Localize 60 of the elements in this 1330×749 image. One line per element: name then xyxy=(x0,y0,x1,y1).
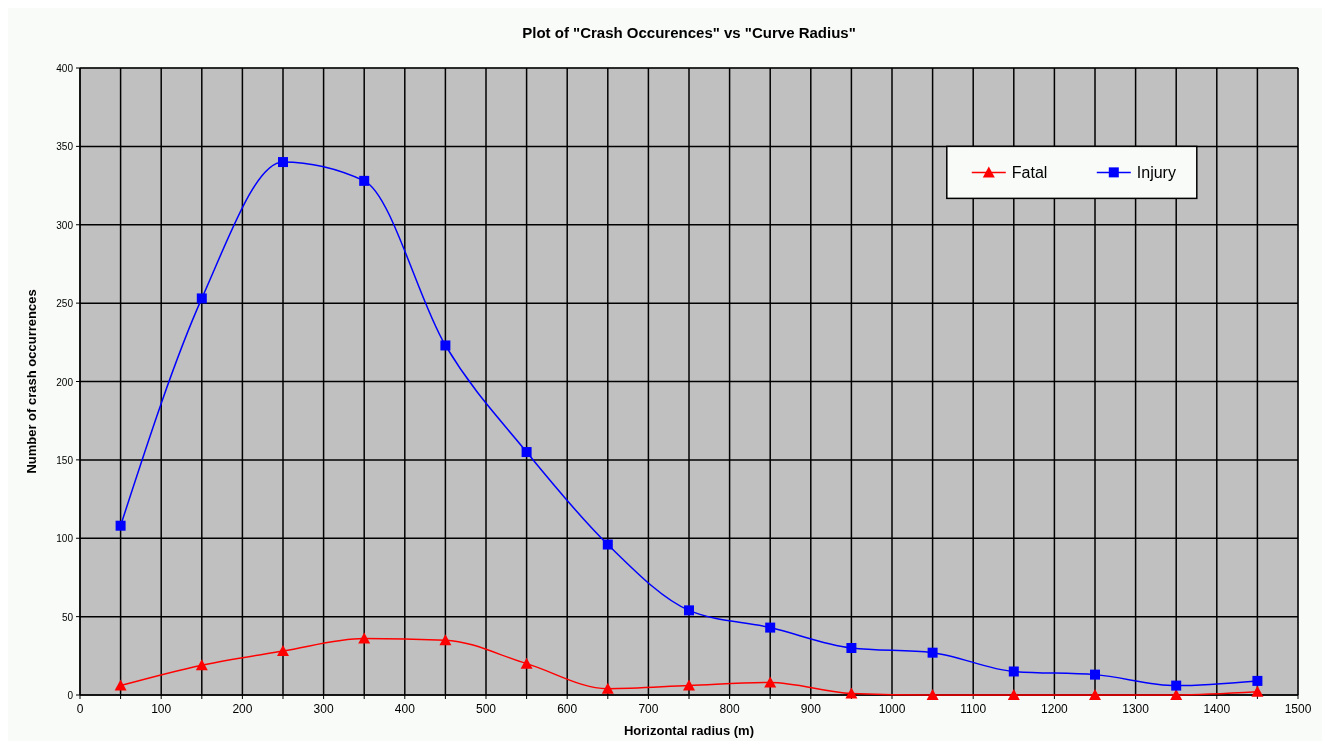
y-tick-label: 400 xyxy=(56,63,74,74)
y-tick-label: 350 xyxy=(56,141,74,153)
x-tick-label: 1400 xyxy=(1203,702,1231,716)
x-tick-label: 600 xyxy=(557,702,578,716)
y-tick-label: 100 xyxy=(56,533,74,545)
x-tick-label: 1000 xyxy=(878,702,906,716)
point xyxy=(359,175,370,186)
y-tick-label: 0 xyxy=(67,690,74,701)
point xyxy=(521,447,532,458)
x-tick-label: 1100 xyxy=(960,702,987,716)
point xyxy=(439,634,452,646)
y-tick-label: 300 xyxy=(56,219,74,231)
y-tick-label: 50 xyxy=(61,611,74,623)
point xyxy=(765,622,776,633)
point xyxy=(926,689,939,700)
x-tick-label: 500 xyxy=(475,702,497,716)
point xyxy=(1008,666,1019,677)
y-tick-label: 250 xyxy=(56,298,74,310)
x-tick-label: 1200 xyxy=(1041,702,1069,716)
point xyxy=(1170,689,1183,700)
legend-label: Injury xyxy=(1136,164,1176,182)
point xyxy=(440,340,451,351)
y-tick-label: 200 xyxy=(56,376,74,388)
point xyxy=(845,687,858,699)
point xyxy=(520,657,533,669)
x-axis-title: Horizontal radius (m) xyxy=(623,723,755,738)
point xyxy=(927,647,938,658)
point xyxy=(846,642,857,653)
point xyxy=(684,605,694,616)
x-tick-label: 1500 xyxy=(1284,702,1312,716)
x-tick-label: 900 xyxy=(800,702,822,716)
point xyxy=(1171,680,1182,691)
point xyxy=(277,645,289,657)
chart-title: Plot of "Crash Occurences" vs "Curve Radius" xyxy=(522,24,856,41)
point xyxy=(358,632,371,644)
point xyxy=(1090,669,1100,680)
point xyxy=(278,157,288,168)
x-tick-label: 400 xyxy=(394,702,416,716)
x-tick-label: 1300 xyxy=(1122,702,1150,716)
x-tick-label: 300 xyxy=(313,702,334,716)
point xyxy=(601,682,614,694)
point xyxy=(195,659,208,671)
x-tick-label: 0 xyxy=(76,702,84,716)
point xyxy=(114,679,127,691)
x-tick-label: 100 xyxy=(151,702,172,716)
y-axis-title: Number of crash occurrences xyxy=(24,289,39,474)
point xyxy=(1252,675,1263,686)
point xyxy=(1089,689,1101,700)
point xyxy=(1007,689,1020,700)
point xyxy=(1251,685,1264,697)
x-tick-label: 800 xyxy=(719,702,740,716)
y-tick-label: 150 xyxy=(56,454,74,466)
x-tick-label: 200 xyxy=(232,702,253,716)
point xyxy=(602,539,613,550)
legend-label: Fatal xyxy=(1011,164,1048,182)
x-tick-label: 700 xyxy=(638,702,659,716)
point xyxy=(764,676,777,688)
point xyxy=(683,679,695,691)
point xyxy=(196,293,207,304)
point xyxy=(115,520,126,531)
